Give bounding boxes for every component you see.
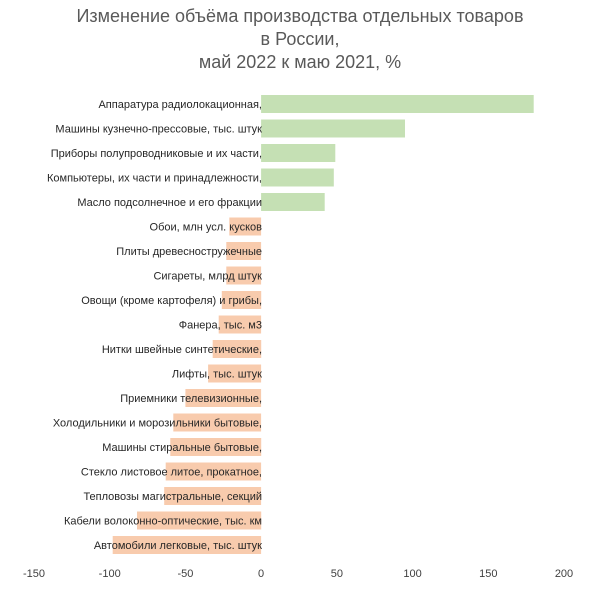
category-label-2: Приборы полупроводниковые и их части, — [51, 148, 262, 160]
category-label-0: Аппаратура радиолокационная, — [98, 99, 262, 111]
category-label-11: Лифты, тыс. штук — [172, 369, 262, 381]
bar-7 — [226, 266, 262, 285]
category-label-8: Овощи (кроме картофеля) и грибы, — [81, 295, 262, 307]
bar-8 — [221, 291, 262, 309]
category-label-12: Приемники телевизионные, — [120, 393, 262, 405]
x-tick-label-2: -50 — [177, 568, 193, 580]
category-label-16: Тепловозы магистральные, секций — [83, 491, 262, 503]
bar-2 — [261, 144, 336, 162]
bar-13 — [173, 413, 262, 432]
bar-17 — [137, 511, 262, 530]
bar-0 — [261, 95, 534, 113]
bar-14 — [170, 438, 262, 456]
category-label-3: Компьютеры, их части и принадлежности, — [47, 173, 262, 185]
x-tick-label-1: -100 — [99, 568, 121, 580]
category-labels: Аппаратура радиолокационная, Машины кузне… — [47, 99, 262, 552]
category-label-14: Машины стиральные бытовые, — [102, 442, 262, 454]
category-label-1: Машины кузнечно-прессовые, тыс. штук — [55, 124, 262, 136]
chart-title-line-3: май 2022 к маю 2021, % — [199, 52, 401, 72]
bar-1 — [261, 119, 405, 138]
bar-4 — [261, 193, 325, 211]
category-label-9: Фанера, тыс. м3 — [179, 320, 262, 332]
category-label-4: Масло подсолнечное и его фракции — [77, 197, 262, 209]
x-tick-label-6: 150 — [479, 568, 497, 580]
bar-10 — [212, 340, 262, 358]
bar-16 — [164, 487, 262, 505]
category-label-5: Обои, млн усл. кусков — [150, 222, 263, 234]
chart-title-line-2: в России, — [261, 29, 340, 49]
bar-18 — [112, 536, 262, 554]
category-label-7: Сигареты, млрд штук — [153, 271, 262, 283]
category-label-17: Кабели волоконно-оптические, тыс. км — [64, 516, 262, 528]
chart-title: Изменение объёма производства отдельных … — [76, 6, 523, 72]
category-label-10: Нитки швейные синтетические, — [102, 344, 262, 356]
x-tick-label-3: 0 — [258, 568, 264, 580]
bar-5 — [229, 217, 262, 236]
category-label-18: Автомобили легковые, тыс. штук — [94, 540, 262, 552]
x-tick-label-7: 200 — [555, 568, 573, 580]
category-label-6: Плиты древесностружечные — [116, 246, 262, 258]
x-axis-tick-labels: -150 -100 -50 0 50 100 150 200 — [23, 568, 573, 580]
x-tick-label-4: 50 — [331, 568, 343, 580]
bar-6 — [226, 242, 262, 260]
bar-series — [112, 95, 534, 554]
x-tick-label-5: 100 — [403, 568, 421, 580]
category-label-13: Холодильники и морозильники бытовые, — [53, 418, 262, 430]
bar-9 — [218, 315, 262, 334]
bar-11 — [208, 364, 262, 383]
bar-3 — [261, 168, 334, 187]
bar-12 — [185, 389, 262, 407]
x-tick-label-0: -150 — [23, 568, 45, 580]
chart-title-line-1: Изменение объёма производства отдельных … — [76, 6, 523, 26]
category-label-15: Стекло листовое литое, прокатное, — [81, 467, 262, 479]
bar-15 — [165, 462, 262, 481]
